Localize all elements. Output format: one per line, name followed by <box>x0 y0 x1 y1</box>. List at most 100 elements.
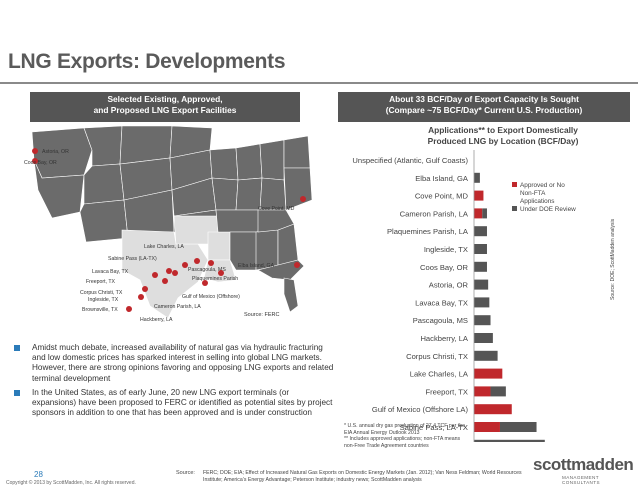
bar-segment <box>474 261 487 272</box>
legend-label: Non-FTA <box>520 190 546 197</box>
left-header-line2: and Proposed LNG Export Facilities <box>93 105 237 115</box>
marker-lake-charles <box>194 258 200 264</box>
marker-cove-point <box>300 196 306 202</box>
map-label-ingleside: Ingleside, TX <box>88 297 119 303</box>
map-label-hackberry: Hackberry, LA <box>140 317 173 323</box>
map-label-coos-bay: Coos Bay, OR <box>24 160 57 166</box>
title-divider <box>0 82 638 84</box>
bar-segment <box>474 190 484 201</box>
bar-segment <box>499 422 537 432</box>
map-label-corpus-christi: Corpus Christi, TX <box>80 290 123 296</box>
legend-swatch <box>512 182 517 187</box>
map-label-elba-island: Elba Island, GA <box>238 263 275 269</box>
category-label: Corpus Christi, TX <box>406 352 468 361</box>
bullet-text: Amidst much debate, increased availabili… <box>32 343 334 383</box>
right-header-line1: About 33 BCF/Day of Export Capacity Is S… <box>389 94 579 104</box>
map-label-plaquemines: Plaquemines Parish <box>192 276 239 282</box>
category-label: Unspecified (Atlantic, Gulf Coasts) <box>352 156 468 165</box>
map-label-lake-charles: Lake Charles, LA <box>144 244 184 250</box>
bullet-item: In the United States, as of early June, … <box>12 388 334 419</box>
category-label: Elba Island, GA <box>415 174 469 183</box>
marker-pascagoula <box>208 260 214 266</box>
map-label-sabine-pass: Sabine Pass (LA-TX) <box>108 256 157 262</box>
right-panel-header: About 33 BCF/Day of Export Capacity Is S… <box>338 92 630 122</box>
category-label: Gulf of Mexico (Offshore LA) <box>372 405 469 414</box>
bar-segment <box>474 404 512 415</box>
map-label-pascagoula: Pascagoula, MS <box>188 267 226 273</box>
category-label: Coos Bay, OR <box>420 263 468 272</box>
legend-label: Approved or No <box>520 182 565 189</box>
footnote-2b: non-Free Trade Agreement countries <box>344 442 429 449</box>
bar-segment <box>474 422 500 432</box>
legend-label: Under DOE Review <box>520 206 576 213</box>
category-label: Hackberry, LA <box>420 334 468 343</box>
bar-segment <box>474 226 487 237</box>
map-label-cove-point: Cove Point, MD <box>258 206 295 212</box>
left-panel-header: Selected Existing, Approved, and Propose… <box>30 92 300 122</box>
bullet-item: Amidst much debate, increased availabili… <box>12 343 334 384</box>
page-number: 28 <box>34 470 43 479</box>
chart-title-line2: Produced LNG by Location (BCF/Day) <box>428 136 579 146</box>
marker-coos-bay <box>32 158 38 164</box>
map-label-gulf-of-mexico: Gulf of Mexico (Offshore) <box>182 294 240 300</box>
map-source: Source: FERC <box>244 312 280 318</box>
marker-brownsville <box>126 306 132 312</box>
category-label: Astoria, OR <box>429 281 469 290</box>
bar-segment <box>474 386 491 397</box>
bullet-list: Amidst much debate, increased availabili… <box>12 343 334 422</box>
category-label: Cove Point, MD <box>415 192 469 201</box>
bar-segment <box>474 172 480 183</box>
category-label: Cameron Parish, LA <box>400 209 469 218</box>
map-label-lavaca-bay: Lavaca Bay, TX <box>92 269 129 275</box>
marker-freeport <box>162 278 168 284</box>
category-label: Plaquemines Parish, LA <box>387 227 469 236</box>
category-label: Pascagoula, MS <box>413 316 468 325</box>
marker-cameron <box>172 270 178 276</box>
category-label: Ingleside, TX <box>424 245 468 254</box>
map-label-cameron: Cameron Parish, LA <box>154 304 201 310</box>
bar-segment <box>474 350 498 361</box>
chart-title-line1: Applications** to Export Domestically <box>428 125 578 135</box>
bar-segment <box>482 208 487 219</box>
left-header-line1: Selected Existing, Approved, <box>107 94 223 104</box>
page-title: LNG Exports: Developments <box>8 50 286 73</box>
map-label-freeport: Freeport, TX <box>86 279 116 285</box>
footnote-1b: EIA Annual Energy Outlook 2013 <box>344 429 420 436</box>
category-label: Sabine Pass, LA-TX <box>400 423 468 432</box>
marker-sabine-pass <box>182 262 188 268</box>
sources-label: Source: <box>176 470 195 476</box>
marker-gulf-of-mexico <box>202 280 208 286</box>
marker-elba-island <box>294 262 300 268</box>
footnote-2: ** Includes approved applications; non-F… <box>344 436 461 443</box>
chart-svg: Applications** to Export DomesticallyPro… <box>352 125 599 477</box>
footnote-1: * U.S. annual dry gas production of 27.4… <box>344 423 466 429</box>
lng-applications-chart: Applications** to Export Domestically Pro… <box>338 122 638 477</box>
category-label: Lavaca Bay, TX <box>415 298 468 307</box>
marker-corpus-christi <box>142 286 148 292</box>
marker-hackberry <box>166 268 172 274</box>
bullet-text: In the United States, as of early June, … <box>32 387 333 418</box>
company-logo: scottmadden <box>533 455 634 474</box>
marker-lavaca-bay <box>152 272 158 278</box>
bar-segment <box>490 386 506 397</box>
legend-swatch <box>512 206 517 211</box>
bar-segment <box>474 368 503 379</box>
right-header-line2: (Compare ~75 BCF/Day* Current U.S. Produ… <box>385 105 583 115</box>
marker-ingleside <box>138 294 144 300</box>
bar-segment <box>474 297 490 308</box>
category-label: Freeport, TX <box>426 387 469 396</box>
legend-label: Applications <box>520 198 554 205</box>
bullet-square-icon <box>14 345 20 351</box>
bar-segment <box>474 333 493 343</box>
map-label-brownsville: Brownsville, TX <box>82 307 118 313</box>
copyright: Copyright © 2013 by ScottMadden, Inc. Al… <box>6 480 136 486</box>
marker-plaquemines <box>218 270 224 276</box>
bullet-square-icon <box>14 389 20 396</box>
side-source: Source: DOE; ScottMadden analysis <box>610 218 616 300</box>
bar-segment <box>474 244 487 254</box>
company-logo-subtitle: MANAGEMENT CONSULTANTS <box>562 475 600 485</box>
sources-text: FERC; DOE; EIA; Effect of Increased Natu… <box>203 470 522 483</box>
category-label: Lake Charles, LA <box>410 370 469 379</box>
map-label-astoria: Astoria, OR <box>42 149 69 155</box>
us-facilities-map: Astoria, OR Coos Bay, OR Cove Point, MD … <box>22 120 313 335</box>
